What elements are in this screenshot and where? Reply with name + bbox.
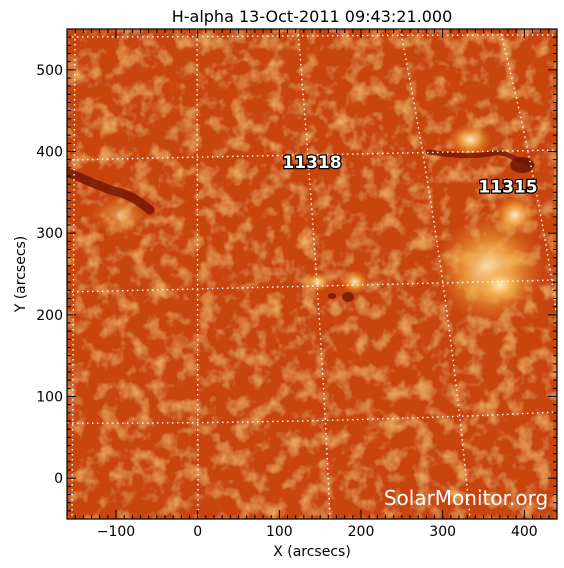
y-tick-label: 100 — [36, 390, 63, 406]
axis-ticks — [67, 28, 558, 520]
x-axis-label: X (arcsecs) — [273, 544, 351, 560]
region-label: 11318 — [282, 153, 341, 173]
y-tick-label: 500 — [36, 63, 63, 79]
region-labels: 11318 11315 — [281, 152, 539, 199]
y-tick-label: 400 — [36, 145, 63, 161]
filament — [67, 168, 155, 215]
y-tick-label: 0 — [54, 471, 63, 487]
axis-tick-labels: −100 0 100 200 300 400 0 100 200 300 400 500 — [36, 63, 537, 540]
plot-title: H-alpha 13-Oct-2011 09:43:21.000 — [172, 7, 453, 26]
x-tick-label: 200 — [348, 524, 375, 540]
x-tick-label: −100 — [97, 524, 135, 540]
x-tick-label: 0 — [193, 524, 202, 540]
y-tick-label: 200 — [36, 308, 63, 324]
region-label: 11315 — [478, 177, 537, 197]
x-tick-label: 100 — [266, 524, 293, 540]
plage-11318 — [304, 272, 332, 292]
y-tick-label: 300 — [36, 226, 63, 242]
x-tick-label: 400 — [511, 524, 538, 540]
watermark: SolarMonitor.org — [384, 486, 548, 510]
y-axis-label: Y (arcsecs) — [13, 236, 29, 314]
halpha-image — [67, 29, 557, 519]
x-tick-label: 300 — [429, 524, 456, 540]
